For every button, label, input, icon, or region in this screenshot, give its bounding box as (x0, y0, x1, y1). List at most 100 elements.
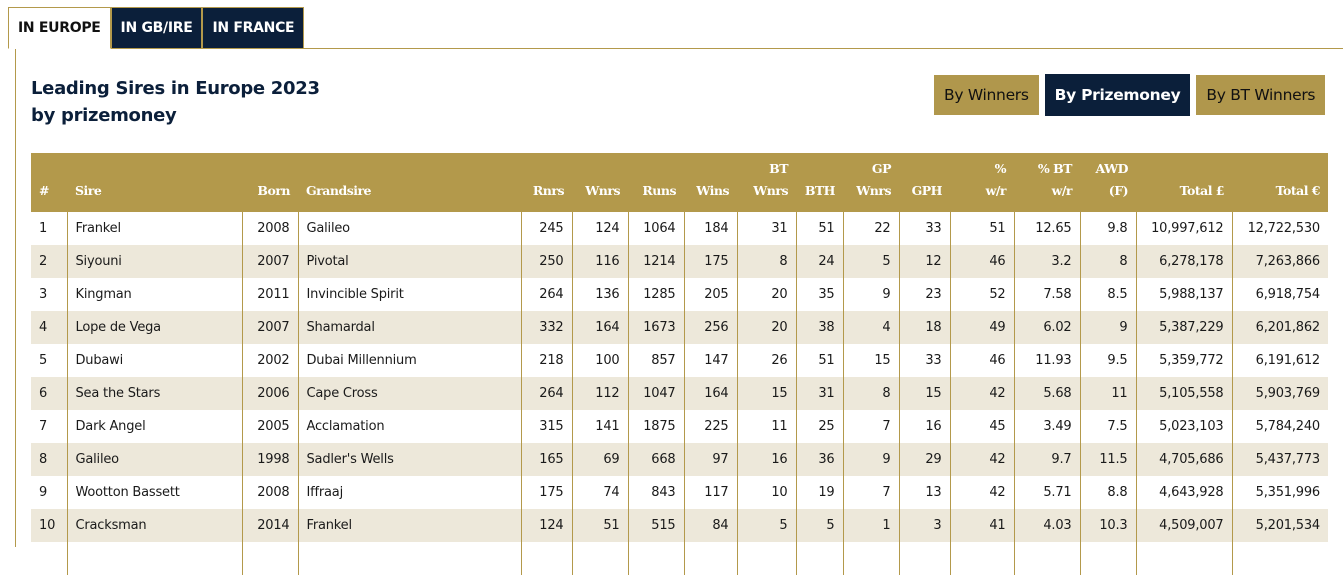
column-header[interactable]: Grandsire (298, 153, 521, 212)
column-header[interactable]: Runs (628, 153, 684, 212)
cell-sire[interactable]: Kingman (66, 278, 242, 311)
cell-wnrs: 16 (736, 443, 796, 476)
cell-bth: 35 (795, 278, 843, 311)
cell-w-r: 7.58 (1013, 278, 1080, 311)
header-line-2: Born (257, 183, 290, 198)
header-line-1: GP (871, 161, 892, 176)
tab-in-gb-ire[interactable]: IN GB/IRE (110, 7, 203, 49)
column-header[interactable]: GPH (899, 153, 950, 212)
cell-runs: 857 (627, 344, 684, 377)
header-line-2: Total £ (1179, 183, 1225, 198)
cell-wnrs: 7 (842, 476, 899, 509)
column-header[interactable]: Rnrs (521, 153, 572, 212)
cell-wins: 175 (683, 245, 737, 278)
cell-total-£: 5,359,772 (1135, 344, 1232, 377)
cell-born: 2011 (241, 278, 298, 311)
cell-wins: 97 (683, 443, 737, 476)
column-header[interactable]: Total € (1232, 153, 1328, 212)
cell-sire[interactable]: Galileo (66, 443, 242, 476)
column-header[interactable]: % BT w/r (1014, 153, 1080, 212)
cell-w-r: 9.7 (1013, 443, 1080, 476)
cell-w-r: 42 (949, 377, 1014, 410)
table-row: 6 Sea the Stars 2006 Cape Cross 264 112 1047 16… (31, 377, 1328, 410)
cell-gph: 16 (898, 410, 950, 443)
cell-gph: 33 (898, 344, 950, 377)
cell-w-r: 52 (949, 278, 1014, 311)
column-header[interactable]: Born (242, 153, 298, 212)
header-line-2: Wnrs (753, 183, 788, 198)
sort-by-prizemoney-button[interactable]: By Prizemoney (1044, 74, 1191, 116)
column-header[interactable]: Wins (684, 153, 737, 212)
cell-grandsire: Iffraaj (297, 476, 521, 509)
cell-wnrs: 15 (842, 344, 899, 377)
cell--f-: 8 (1079, 245, 1136, 278)
cell-sire[interactable]: Wootton Bassett (66, 476, 242, 509)
cell-gph: 33 (898, 212, 950, 245)
cell--f-: 7.5 (1079, 410, 1136, 443)
cell-sire[interactable]: Sea the Stars (66, 377, 242, 410)
header-line-2: Sire (75, 183, 102, 198)
cell-total-€: 6,201,862 (1231, 311, 1328, 344)
cell-wins: 84 (683, 509, 737, 542)
cell-wnrs: 112 (571, 377, 628, 410)
sort-buttons: By Winners By Prizemoney By BT Winners (934, 74, 1326, 116)
column-header[interactable]: # (31, 153, 67, 212)
tab-in-france[interactable]: IN FRANCE (202, 7, 305, 49)
cell-sire[interactable]: Dark Angel (66, 410, 242, 443)
tab-in-europe[interactable]: IN EUROPE (8, 7, 111, 49)
sort-by-winners-button[interactable]: By Winners (934, 75, 1039, 115)
cell-wnrs: 136 (571, 278, 628, 311)
column-header[interactable]: GP Wnrs (843, 153, 899, 212)
cell-bth: 24 (795, 245, 843, 278)
cell-total-£: 5,988,137 (1135, 278, 1232, 311)
sort-by-bt-winners-button[interactable]: By BT Winners (1196, 75, 1326, 115)
title-line-1: Leading Sires in Europe 2023 (31, 78, 320, 99)
cell-sire[interactable]: Frankel (66, 212, 242, 245)
column-header[interactable]: BT Wnrs (737, 153, 796, 212)
cell-sire[interactable]: Dubawi (66, 344, 242, 377)
header-line-2: w/r (1051, 183, 1073, 198)
cell-w-r: 51 (949, 212, 1014, 245)
cell-wnrs: 8 (736, 245, 796, 278)
column-header[interactable]: Sire (67, 153, 242, 212)
cell-born: 2002 (241, 344, 298, 377)
cell-bth: 19 (795, 476, 843, 509)
cell-rnrs: 250 (520, 245, 572, 278)
cell--f-: 10.3 (1079, 509, 1136, 542)
cell-bth: 5 (795, 509, 843, 542)
cell-wnrs: 11 (736, 410, 796, 443)
table-header: # Sire Born Grandsire Rnrs Wnrs Runs Wins BT Wnrs… (31, 153, 1328, 212)
cell-born: 2007 (241, 245, 298, 278)
column-header[interactable]: Total £ (1136, 153, 1232, 212)
tab-divider (8, 48, 1343, 49)
cell-sire[interactable]: Cracksman (66, 509, 242, 542)
cell-sire[interactable]: Lope de Vega (66, 311, 242, 344)
header-line-2: Total € (1275, 183, 1321, 198)
column-header[interactable]: % w/r (950, 153, 1014, 212)
cell-gph: 12 (898, 245, 950, 278)
table-row: 2 Siyouni 2007 Pivotal 250 116 1214 175 8 24 5 12 46… (31, 245, 1328, 278)
page-title: Leading Sires in Europe 2023 by prizemone… (31, 75, 320, 129)
cell-gph: 3 (898, 509, 950, 542)
cell-born: 2006 (241, 377, 298, 410)
cell-wnrs: 10 (736, 476, 796, 509)
cell-rnrs: 175 (520, 476, 572, 509)
column-header[interactable]: AWD (F) (1080, 153, 1136, 212)
column-header[interactable]: Wnrs (572, 153, 628, 212)
header-line-2: Rnrs (532, 183, 565, 198)
cell-born: 1998 (241, 443, 298, 476)
cell-#: 7 (39, 419, 48, 434)
header-line-1: % BT (1037, 161, 1073, 176)
cell-w-r: 49 (949, 311, 1014, 344)
cell-runs: 1047 (627, 377, 684, 410)
cell-w-r: 4.03 (1013, 509, 1080, 542)
header-line-2: w/r (985, 183, 1007, 198)
cell-grandsire: Dubai Millennium (297, 344, 521, 377)
cell-sire[interactable]: Siyouni (66, 245, 242, 278)
cell-#: 2 (31, 245, 67, 278)
cell-wnrs: 51 (571, 509, 628, 542)
cell-total-£: 6,278,178 (1135, 245, 1232, 278)
cell-wnrs: 9 (842, 278, 899, 311)
cell-wnrs: 22 (842, 212, 899, 245)
column-header[interactable]: BTH (796, 153, 843, 212)
